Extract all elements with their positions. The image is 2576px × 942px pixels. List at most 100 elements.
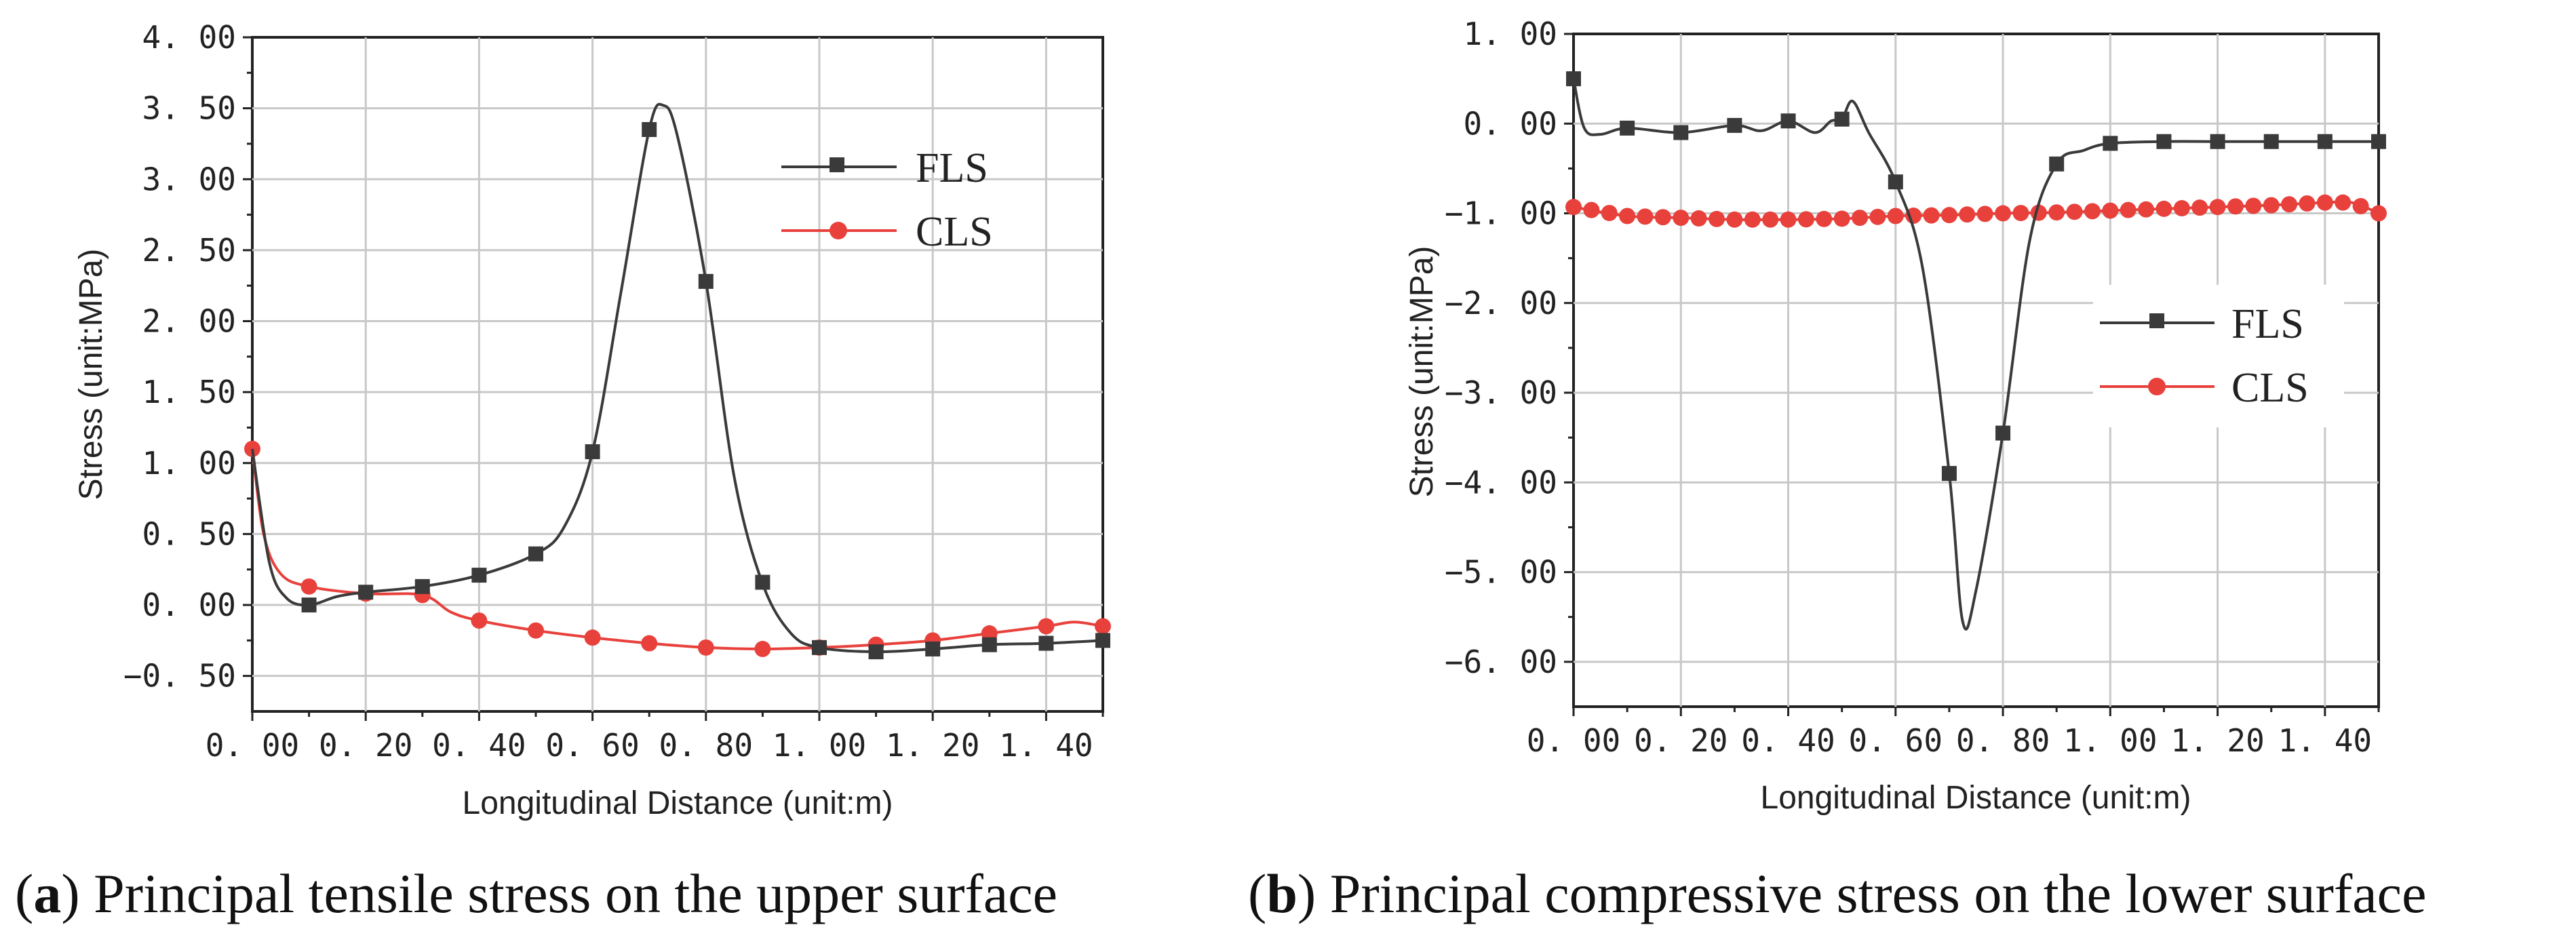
chart-a-ytick-label: 2. 00 [142,303,236,340]
chart-b-xtick-label: 1. 20 [2170,722,2264,759]
caption-b-text: Principal compressive stress on the lowe… [1316,863,2426,924]
chart-b-fls-point [2263,134,2279,149]
chart-a-fls-point [414,578,430,594]
chart-b-fls-point [1566,71,1581,87]
chart-a-cls-point [641,635,658,652]
chart-b-xtick-label: 0. 20 [1634,722,1728,759]
chart-b-series [1565,71,2387,631]
caption-a-text: Principal tensile stress on the upper su… [80,863,1057,924]
chart-b-ytick-label: −4. 00 [1445,464,1557,501]
chart-a-cls-point [528,622,544,639]
chart-a-ytick-label: −0. 50 [123,658,236,694]
chart-b-fls-point [1834,111,1850,127]
chart-b-cls-point [2245,197,2262,214]
chart-b-ytick-label: −1. 00 [1445,195,1557,232]
chart-b-cls-point [1583,201,1600,218]
chart-a-ytick-label: 1. 50 [142,374,236,410]
chart-b-cls-point [2084,203,2101,220]
chart-b-fls-point [2156,134,2172,149]
chart-b-fls-point [2049,156,2065,172]
chart-b-ylabel: Stress (unit:MPa) [1404,246,1440,498]
chart-b-fls-point [1727,117,1742,133]
chart-b-fls-point [2210,134,2225,149]
chart-a-xtick-label: 0. 60 [545,727,639,764]
chart-b-cls-point [2012,205,2029,222]
chart-b-fls-point [1941,466,1957,482]
chart-b-cls-point [1709,210,1725,227]
chart-b-cls-point [2370,205,2387,222]
chart-a-fls-point [812,640,827,655]
chart-b-cls-point [1744,211,1761,228]
chart-a-cls-point [300,578,317,595]
chart-b-cls-point [1673,210,1690,227]
chart-b-cls-point [2352,197,2369,214]
chart-b-fls-point [2371,134,2386,149]
chart-a-ytick-label: 1. 00 [142,445,236,482]
chart-a-ylabel: Stress (unit:MPa) [73,249,109,501]
chart-a-fls-point [1038,635,1054,651]
caption-b: (b) Principal compressive stress on the … [1248,863,2426,924]
chart-a-cls-point [244,440,260,457]
chart-a-cls-point [584,629,601,646]
chart-a-ticks: 0. 00 0. 20 0. 40 0. 60 0. 80 1. 00 1. 20 1. 40… [123,19,1104,764]
chart-b-xtick-label: 1. 40 [2278,722,2372,759]
chart-b-cls-point [2316,194,2333,211]
chart-b-cls-point [2120,201,2136,218]
chart-b-cls-point [1780,211,1797,228]
chart-b-cls-point [2102,202,2119,219]
chart-b-fls-point [1620,120,1635,136]
chart-b-xlabel: Longitudinal Distance (unit:m) [1761,780,2191,816]
chart-a-plot-frame [251,36,1104,713]
chart-b-cls-point [1923,207,1940,224]
chart-a-fls-point [471,568,487,583]
chart-b-fls-point [1780,113,1796,129]
chart-b-cls-point [1852,210,1869,227]
chart-b-cls-point [1887,208,1904,224]
chart-b-legend-fls-marker [2149,313,2164,328]
chart-b-fls-point [1673,125,1689,140]
chart-b-cls-point [1762,211,1779,228]
chart-a-xtick-label: 0. 20 [319,727,412,764]
chart-b-xtick-label: 0. 40 [1741,722,1835,759]
chart-a-legend: FLS CLS [781,145,993,255]
chart-b-cls-point [1976,205,1993,222]
chart-a-fls-point [358,585,374,600]
chart-a-fls-point [868,644,884,660]
chart-a-fls-point [528,546,543,562]
chart-a-fls-point [698,273,714,289]
chart-a-fls-point [925,641,941,656]
chart-b-legend-cls-marker [2148,378,2166,395]
chart-a-fls-point [755,574,770,590]
chart-a-xtick-label: 1. 20 [886,727,979,764]
chart-b-cls-point [1995,205,2012,222]
chart-b-cls-point [1637,208,1654,225]
chart-a-ytick-label: 4. 00 [142,19,236,56]
chart-b-ytick-label: −6. 00 [1445,644,1557,680]
chart-b-cls-point [1619,208,1636,224]
chart-a-ytick-label: 0. 00 [142,587,236,623]
chart-a-fls-point [1095,633,1110,648]
chart-b-fls-point [1888,174,1903,190]
chart-b-cls-point [1690,210,1707,227]
chart-b-cls-point [1654,209,1671,226]
chart-b-xtick-label: 1. 00 [2063,722,2157,759]
chart-b-cls-point [2209,199,2226,216]
chart-b-legend: FLS CLS [2093,285,2344,427]
chart-a-series [244,102,1111,660]
chart-a-cls-point [471,612,488,629]
chart-b-fls-point [1995,425,2011,441]
chart-b-cls-point [2048,204,2065,221]
chart-a-legend-fls-label: FLS [916,145,988,191]
chart-a-xtick-label: 0. 40 [432,727,526,764]
chart-a-fls-point [642,122,657,138]
chart-a-fls-point [981,637,997,652]
chart-b-cls-point [1959,206,1976,223]
chart-b-xtick-label: 0. 80 [1956,722,2050,759]
chart-b-cls-point [2066,203,2083,220]
chart-b-ytick-label: −5. 00 [1445,554,1557,591]
chart-a-ytick-label: 3. 00 [142,161,236,197]
chart-b-cls-point [2299,195,2316,212]
chart-a-cls-point [754,640,771,657]
chart-b-ytick-label: 0. 00 [1464,105,1557,142]
